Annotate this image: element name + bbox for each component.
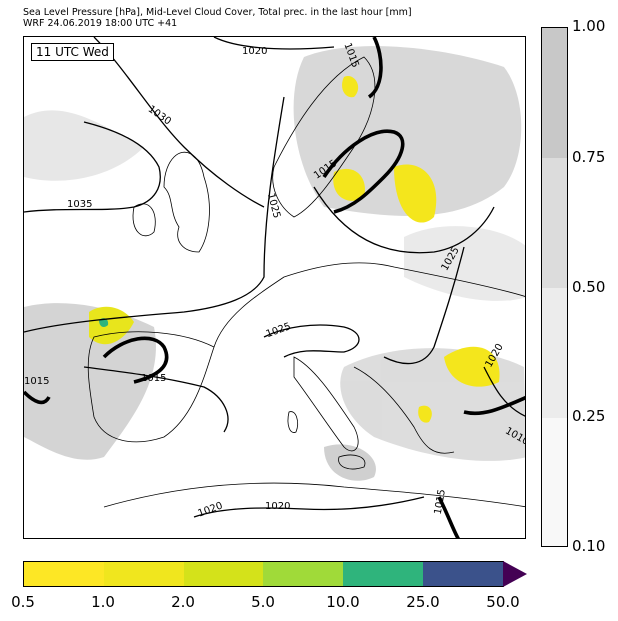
precip-colorbar-label: 0.5	[11, 593, 35, 611]
isobar-1030	[93, 37, 265, 208]
isobar-layer	[24, 37, 525, 518]
isobar-1020-east	[483, 366, 525, 417]
precip-patch	[89, 306, 134, 345]
precip-colorbar-label: 1.0	[91, 593, 115, 611]
isobar-1020-south	[193, 496, 425, 518]
cloud-colorbar-segment	[542, 288, 567, 418]
time-label: 11 UTC Wed	[31, 43, 114, 61]
precip-colorbar-segment	[103, 562, 184, 586]
coastline-britain	[163, 151, 210, 253]
coastline-balkans	[353, 366, 455, 454]
coastline-scandinavia	[272, 56, 376, 218]
isobar-1015-west-edge	[24, 390, 51, 405]
precip-patch	[333, 168, 365, 201]
cloud-patch	[404, 226, 525, 301]
isobar-label: 1025	[265, 321, 293, 340]
cloud-patch	[324, 444, 376, 481]
map-canvas: 1020 1015 1030 1035 1025 1015 1025 1025 …	[24, 37, 525, 538]
precip-colorbar-segment	[183, 562, 264, 586]
precip-colorbar	[23, 561, 504, 587]
cloud-colorbar-label: 0.10	[572, 537, 606, 555]
precip-colorbar-extend-arrow	[503, 561, 527, 587]
isobar-alps	[263, 324, 360, 358]
isobar-label: 1035	[67, 199, 92, 210]
coastline-iberia	[87, 331, 215, 443]
isobar-label: 1020	[242, 46, 267, 57]
isobar-label: 1015	[433, 488, 448, 515]
isobar-1015-east	[437, 496, 460, 538]
isobar-label: 1020	[197, 500, 225, 519]
cloud-patch	[24, 110, 144, 181]
cloud-cover-colorbar	[541, 27, 568, 547]
precip-colorbar-label: 10.0	[326, 593, 360, 611]
coastline-ireland	[132, 203, 156, 237]
precip-patch	[394, 164, 437, 223]
precip-colorbar-segment	[423, 562, 503, 586]
map-title-line2: WRF 24.06.2019 18:00 UTC +41	[23, 18, 178, 29]
precip-layer	[89, 76, 500, 423]
coastline-continent	[213, 262, 525, 348]
isobar-1025-central	[383, 246, 465, 365]
coastline-sardinia	[287, 411, 298, 433]
precip-patch	[342, 76, 359, 98]
map-title-line1: Sea Level Pressure [hPa], Mid-Level Clou…	[23, 7, 412, 18]
coastline-layer	[87, 56, 525, 508]
isobar-label: 1020	[265, 501, 290, 512]
coastline-italy	[293, 356, 359, 452]
cloud-colorbar-label: 0.75	[572, 148, 606, 166]
weather-map: 11 UTC Wed	[23, 36, 526, 539]
isobar-1015-scandinavia	[322, 129, 405, 214]
low-pressure-layer	[24, 37, 525, 538]
isobar-1035	[24, 121, 161, 213]
isobar-1015-iberia	[102, 336, 169, 384]
isobar-1020-north	[213, 37, 335, 50]
precip-colorbar-label: 5.0	[251, 593, 275, 611]
precip-patch	[99, 318, 109, 328]
isobar-1015-balkans	[463, 395, 525, 416]
isobar-label: 1015	[141, 373, 166, 384]
isobar-1025-east	[313, 186, 495, 254]
cloud-colorbar-label: 0.50	[572, 278, 606, 296]
precip-patch	[418, 405, 432, 423]
cloud-colorbar-label: 1.00	[572, 17, 606, 35]
precip-colorbar-label: 25.0	[406, 593, 440, 611]
cloud-colorbar-segment	[542, 158, 567, 288]
precip-colorbar-segment	[24, 562, 104, 586]
precip-colorbar-label: 2.0	[171, 593, 195, 611]
coastline-africa	[103, 482, 525, 508]
cloud-colorbar-segment	[542, 28, 567, 158]
precip-colorbar-label: 50.0	[486, 593, 520, 611]
isobar-1015-north-edge	[367, 37, 383, 99]
isobar-label: 1030	[146, 104, 173, 128]
precip-patch	[444, 346, 500, 387]
isobar-1025-west	[24, 96, 285, 333]
precip-colorbar-segment	[343, 562, 424, 586]
isobar-label: 1015	[24, 376, 49, 387]
cloud-colorbar-label: 0.25	[572, 407, 606, 425]
precip-colorbar-segment	[263, 562, 344, 586]
isobar-1015-south	[83, 366, 229, 433]
coastline-sicily	[338, 454, 366, 470]
cloud-colorbar-segment	[542, 418, 567, 546]
